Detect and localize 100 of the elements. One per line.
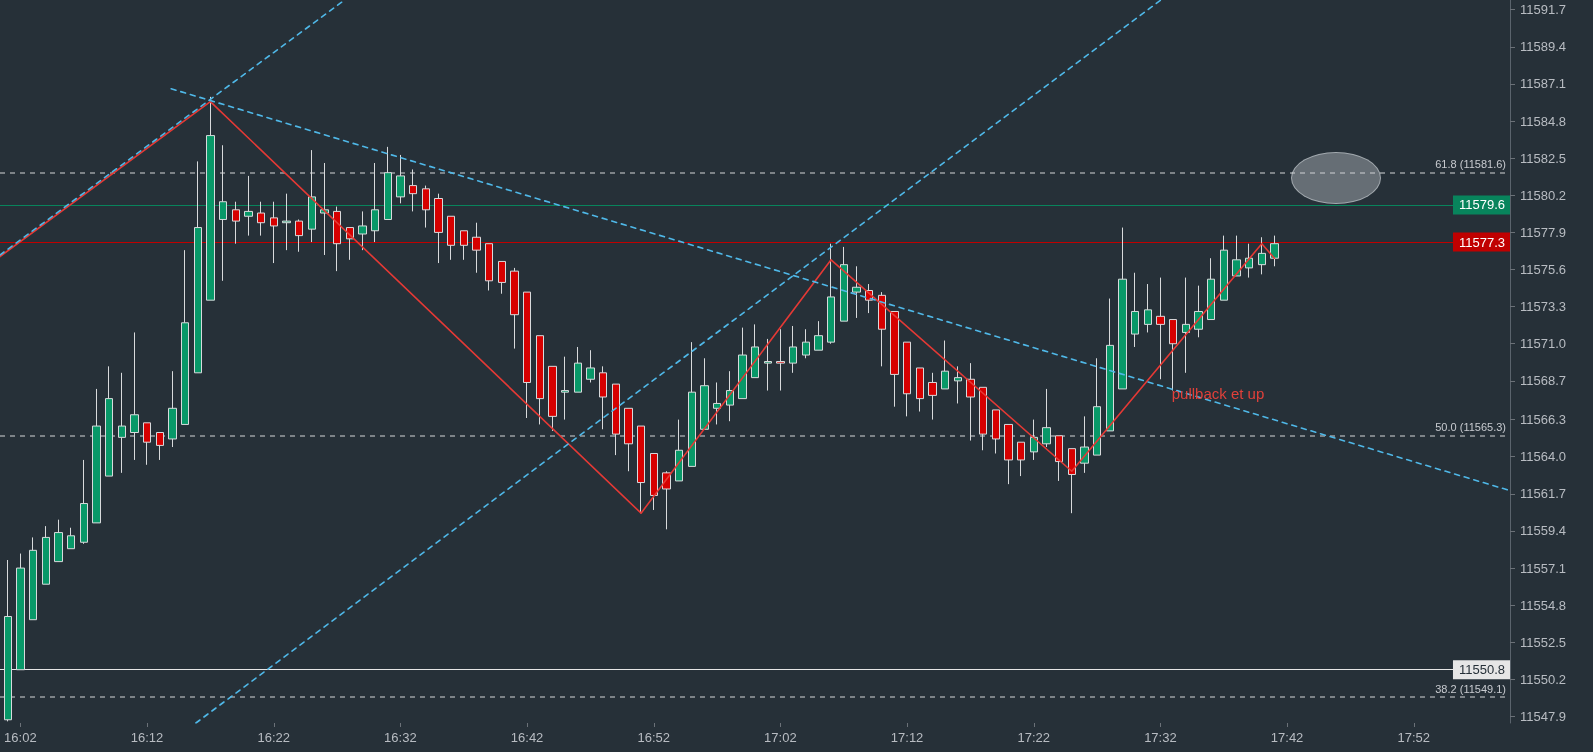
- ref-line-label: 11579.6: [1458, 197, 1505, 213]
- candlestick: [1042, 388, 1051, 448]
- candlestick: [219, 144, 227, 282]
- candlestick: [713, 381, 721, 425]
- candlestick: [1055, 435, 1063, 482]
- candlestick: [282, 193, 291, 251]
- candlestick: [852, 265, 861, 319]
- candlestick: [384, 146, 392, 220]
- candlestick: [1004, 423, 1013, 485]
- candlestick: [194, 160, 202, 374]
- candlestick: [472, 222, 481, 274]
- candlestick: [1232, 235, 1241, 277]
- candlestick: [1220, 235, 1228, 301]
- x-tick-label: 17:32: [1144, 730, 1177, 745]
- candlestick: [460, 230, 468, 261]
- candlestick: [42, 525, 50, 585]
- candlestick: [371, 162, 379, 243]
- candlestick: [802, 328, 810, 359]
- candlestick: [966, 362, 975, 442]
- candlestick: [105, 365, 113, 477]
- candlestick: [168, 370, 177, 448]
- x-tick-label: 16:32: [384, 730, 417, 745]
- ref-line-label: 50.0 (11565.3): [1435, 421, 1506, 434]
- y-tick-label: 11552.5: [1520, 634, 1567, 650]
- y-tick-label: 11577.9: [1520, 224, 1567, 240]
- candlestick: [295, 218, 303, 253]
- candlestick: [333, 206, 341, 272]
- ref-line-label: 38.2 (11549.1): [1435, 682, 1506, 695]
- candlestick: [890, 310, 899, 408]
- candlestick: [130, 331, 139, 461]
- candlestick: [637, 425, 645, 514]
- candlestick: [536, 335, 544, 425]
- x-tick-label: 17:02: [764, 730, 797, 745]
- candlestick: [434, 193, 443, 264]
- y-tick-label: 11554.8: [1520, 597, 1567, 613]
- candlestick: [751, 323, 759, 379]
- candlestick: [409, 168, 417, 212]
- line-series: [0, 100, 1276, 514]
- candlestick: [244, 175, 253, 237]
- y-tick-label: 11580.2: [1520, 187, 1567, 203]
- candlestick: [992, 409, 1000, 454]
- candlestick: [1270, 235, 1279, 267]
- candlestick: [561, 356, 569, 421]
- candlestick: [776, 328, 785, 392]
- y-tick-label: 11582.5: [1520, 150, 1567, 166]
- candlestick: [1106, 298, 1114, 432]
- y-tick-label: 11564.0: [1520, 449, 1567, 465]
- candlestick: [764, 338, 772, 392]
- candlestick: [4, 559, 12, 722]
- candlestick: [903, 341, 911, 417]
- candlestick: [358, 210, 367, 251]
- candlestick: [16, 553, 25, 671]
- y-tick-label: 11566.3: [1520, 412, 1567, 428]
- candlestick: [92, 388, 101, 524]
- y-tick-label: 11575.6: [1520, 262, 1567, 278]
- ref-line-label: 61.8 (11581.6): [1435, 158, 1506, 171]
- candlestick: [878, 291, 886, 367]
- y-tick-label: 11550.2: [1520, 671, 1567, 687]
- y-tick-label: 11589.4: [1520, 39, 1567, 55]
- candlestick: [54, 519, 63, 563]
- candlestick: [257, 201, 265, 237]
- candlestick: [270, 201, 278, 264]
- candlestick: [612, 383, 620, 456]
- candlestick: [396, 154, 405, 204]
- candlestick: [1245, 243, 1253, 279]
- y-tick-label: 11591.7: [1520, 2, 1567, 18]
- candlestick: [548, 365, 557, 432]
- candlestick: [1118, 227, 1127, 390]
- candlestick: [688, 341, 696, 467]
- candlestick: [510, 267, 519, 350]
- candlestick: [738, 327, 747, 400]
- candlestick: [814, 320, 823, 351]
- y-tick-label: 11559.4: [1520, 523, 1567, 539]
- candlestick: [181, 249, 189, 425]
- ref-line-label: 11577.3: [1458, 234, 1505, 250]
- y-tick-label: 11547.9: [1520, 709, 1567, 725]
- candlestick: [447, 215, 455, 261]
- candlestick: [422, 185, 430, 229]
- candlestick: [1207, 257, 1215, 321]
- candlestick: [320, 162, 329, 256]
- candlestick: [1144, 283, 1152, 333]
- candlestick: [827, 243, 835, 345]
- candlestick: [586, 349, 595, 383]
- candlestick: [1156, 277, 1165, 380]
- candlestick: [941, 340, 949, 390]
- candlestick: [928, 372, 937, 421]
- x-tick-label: 16:22: [257, 730, 291, 745]
- candlestick: [1017, 441, 1025, 477]
- candlestick: [1068, 448, 1076, 514]
- x-tick-label: 17:52: [1397, 730, 1431, 745]
- y-tick-label: 11584.8: [1520, 113, 1567, 129]
- x-tick-label: 16:52: [637, 730, 671, 745]
- x-tick-label: 16:12: [130, 730, 164, 745]
- candlestick: [80, 459, 88, 545]
- candlestick: [675, 419, 683, 482]
- y-tick-label: 11573.3: [1520, 299, 1567, 315]
- candlestick: [308, 149, 316, 243]
- candlestick: [599, 365, 607, 430]
- candlestick: [1093, 357, 1101, 456]
- x-tick-label: 16:42: [510, 730, 544, 745]
